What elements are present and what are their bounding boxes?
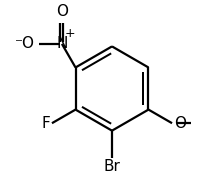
Text: N: N: [56, 36, 68, 51]
Text: Br: Br: [103, 159, 121, 174]
Text: F: F: [41, 116, 50, 131]
Text: O: O: [174, 116, 186, 131]
Text: O: O: [56, 4, 68, 19]
Text: ⁻O: ⁻O: [15, 36, 35, 51]
Text: +: +: [65, 27, 76, 40]
